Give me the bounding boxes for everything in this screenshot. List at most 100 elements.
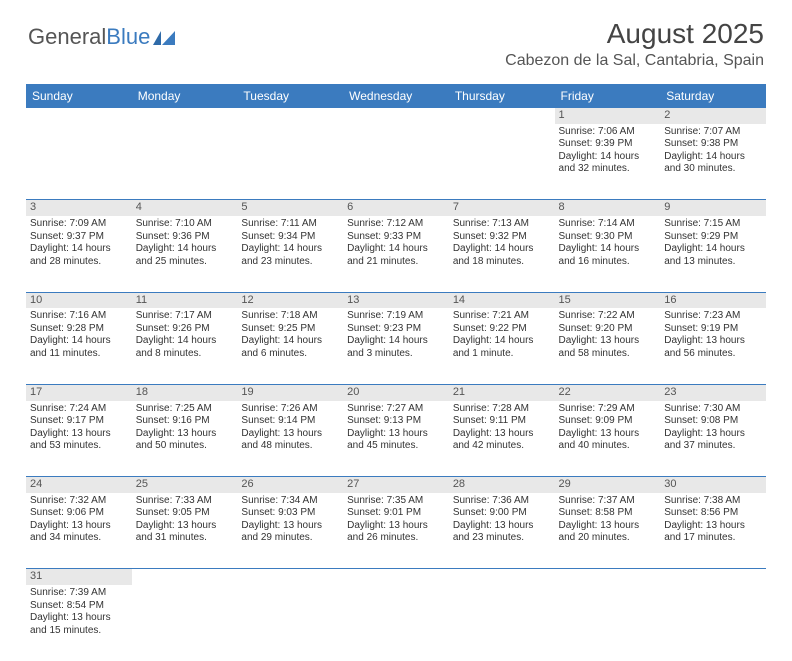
day-cell: Sunrise: 7:33 AMSunset: 9:05 PMDaylight:… xyxy=(132,493,238,569)
day-number: 29 xyxy=(555,477,661,493)
daylight-text: and 31 minutes. xyxy=(136,532,234,545)
daylight-text: and 45 minutes. xyxy=(347,440,445,453)
day-number: 16 xyxy=(660,292,766,308)
week-row: Sunrise: 7:32 AMSunset: 9:06 PMDaylight:… xyxy=(26,493,766,569)
sunset-text: Sunset: 9:26 PM xyxy=(136,323,234,336)
sunrise-text: Sunrise: 7:36 AM xyxy=(453,495,551,508)
page-header: GeneralBlue August 2025 Cabezon de la Sa… xyxy=(0,0,792,78)
daynum-row: 10111213141516 xyxy=(26,292,766,308)
day-number: 13 xyxy=(343,292,449,308)
day-number: 11 xyxy=(132,292,238,308)
daylight-text: and 11 minutes. xyxy=(30,348,128,361)
daynum-row: 12 xyxy=(26,108,766,124)
daylight-text: and 30 minutes. xyxy=(664,163,762,176)
day-number: 17 xyxy=(26,384,132,400)
sunrise-text: Sunrise: 7:18 AM xyxy=(241,310,339,323)
sunset-text: Sunset: 9:20 PM xyxy=(559,323,657,336)
sunrise-text: Sunrise: 7:25 AM xyxy=(136,403,234,416)
daylight-text: and 56 minutes. xyxy=(664,348,762,361)
day-header: Sunday xyxy=(26,84,132,108)
daylight-text: Daylight: 13 hours xyxy=(136,428,234,441)
daylight-text: Daylight: 13 hours xyxy=(664,335,762,348)
daylight-text: and 13 minutes. xyxy=(664,256,762,269)
sunset-text: Sunset: 9:32 PM xyxy=(453,231,551,244)
sunset-text: Sunset: 9:01 PM xyxy=(347,507,445,520)
daylight-text: and 34 minutes. xyxy=(30,532,128,545)
daylight-text: and 37 minutes. xyxy=(664,440,762,453)
daylight-text: Daylight: 13 hours xyxy=(453,428,551,441)
daylight-text: Daylight: 13 hours xyxy=(30,520,128,533)
daylight-text: and 16 minutes. xyxy=(559,256,657,269)
day-number: 20 xyxy=(343,384,449,400)
day-header: Friday xyxy=(555,84,661,108)
day-number: 22 xyxy=(555,384,661,400)
month-title: August 2025 xyxy=(505,18,764,50)
day-cell: Sunrise: 7:36 AMSunset: 9:00 PMDaylight:… xyxy=(449,493,555,569)
daylight-text: Daylight: 14 hours xyxy=(347,243,445,256)
sunrise-text: Sunrise: 7:21 AM xyxy=(453,310,551,323)
day-cell: Sunrise: 7:23 AMSunset: 9:19 PMDaylight:… xyxy=(660,308,766,384)
sunrise-text: Sunrise: 7:34 AM xyxy=(241,495,339,508)
daylight-text: Daylight: 13 hours xyxy=(664,520,762,533)
daylight-text: and 25 minutes. xyxy=(136,256,234,269)
day-cell: Sunrise: 7:37 AMSunset: 8:58 PMDaylight:… xyxy=(555,493,661,569)
day-cell: Sunrise: 7:32 AMSunset: 9:06 PMDaylight:… xyxy=(26,493,132,569)
daylight-text: Daylight: 13 hours xyxy=(347,520,445,533)
day-number xyxy=(449,108,555,124)
sunrise-text: Sunrise: 7:35 AM xyxy=(347,495,445,508)
sunset-text: Sunset: 9:36 PM xyxy=(136,231,234,244)
day-number: 3 xyxy=(26,200,132,216)
day-number: 23 xyxy=(660,384,766,400)
day-header: Saturday xyxy=(660,84,766,108)
daylight-text: and 32 minutes. xyxy=(559,163,657,176)
day-number: 26 xyxy=(237,477,343,493)
daylight-text: and 42 minutes. xyxy=(453,440,551,453)
day-cell xyxy=(343,585,449,661)
daylight-text: Daylight: 14 hours xyxy=(559,243,657,256)
sunset-text: Sunset: 9:14 PM xyxy=(241,415,339,428)
daylight-text: and 53 minutes. xyxy=(30,440,128,453)
sunrise-text: Sunrise: 7:14 AM xyxy=(559,218,657,231)
day-cell: Sunrise: 7:09 AMSunset: 9:37 PMDaylight:… xyxy=(26,216,132,292)
day-header-row: SundayMondayTuesdayWednesdayThursdayFrid… xyxy=(26,84,766,108)
day-cell xyxy=(660,585,766,661)
day-cell: Sunrise: 7:30 AMSunset: 9:08 PMDaylight:… xyxy=(660,401,766,477)
sunset-text: Sunset: 9:05 PM xyxy=(136,507,234,520)
day-number: 14 xyxy=(449,292,555,308)
sunset-text: Sunset: 9:37 PM xyxy=(30,231,128,244)
daylight-text: Daylight: 13 hours xyxy=(30,612,128,625)
day-cell xyxy=(26,124,132,200)
day-number: 4 xyxy=(132,200,238,216)
day-number xyxy=(237,108,343,124)
day-cell: Sunrise: 7:25 AMSunset: 9:16 PMDaylight:… xyxy=(132,401,238,477)
daylight-text: and 50 minutes. xyxy=(136,440,234,453)
sunrise-text: Sunrise: 7:10 AM xyxy=(136,218,234,231)
daynum-row: 3456789 xyxy=(26,200,766,216)
sunrise-text: Sunrise: 7:22 AM xyxy=(559,310,657,323)
daylight-text: Daylight: 13 hours xyxy=(453,520,551,533)
day-cell: Sunrise: 7:35 AMSunset: 9:01 PMDaylight:… xyxy=(343,493,449,569)
day-number: 24 xyxy=(26,477,132,493)
day-number: 10 xyxy=(26,292,132,308)
daylight-text: and 28 minutes. xyxy=(30,256,128,269)
daylight-text: and 21 minutes. xyxy=(347,256,445,269)
sunrise-text: Sunrise: 7:28 AM xyxy=(453,403,551,416)
day-cell xyxy=(237,585,343,661)
sunrise-text: Sunrise: 7:07 AM xyxy=(664,126,762,139)
day-number: 9 xyxy=(660,200,766,216)
sunset-text: Sunset: 9:00 PM xyxy=(453,507,551,520)
sunrise-text: Sunrise: 7:09 AM xyxy=(30,218,128,231)
daylight-text: Daylight: 13 hours xyxy=(664,428,762,441)
daylight-text: Daylight: 13 hours xyxy=(241,520,339,533)
day-cell xyxy=(132,124,238,200)
sunset-text: Sunset: 8:54 PM xyxy=(30,600,128,613)
week-row: Sunrise: 7:24 AMSunset: 9:17 PMDaylight:… xyxy=(26,401,766,477)
daylight-text: and 48 minutes. xyxy=(241,440,339,453)
sunset-text: Sunset: 9:11 PM xyxy=(453,415,551,428)
sunset-text: Sunset: 9:30 PM xyxy=(559,231,657,244)
day-cell: Sunrise: 7:07 AMSunset: 9:38 PMDaylight:… xyxy=(660,124,766,200)
day-number: 15 xyxy=(555,292,661,308)
day-cell: Sunrise: 7:24 AMSunset: 9:17 PMDaylight:… xyxy=(26,401,132,477)
day-cell xyxy=(343,124,449,200)
day-number xyxy=(26,108,132,124)
